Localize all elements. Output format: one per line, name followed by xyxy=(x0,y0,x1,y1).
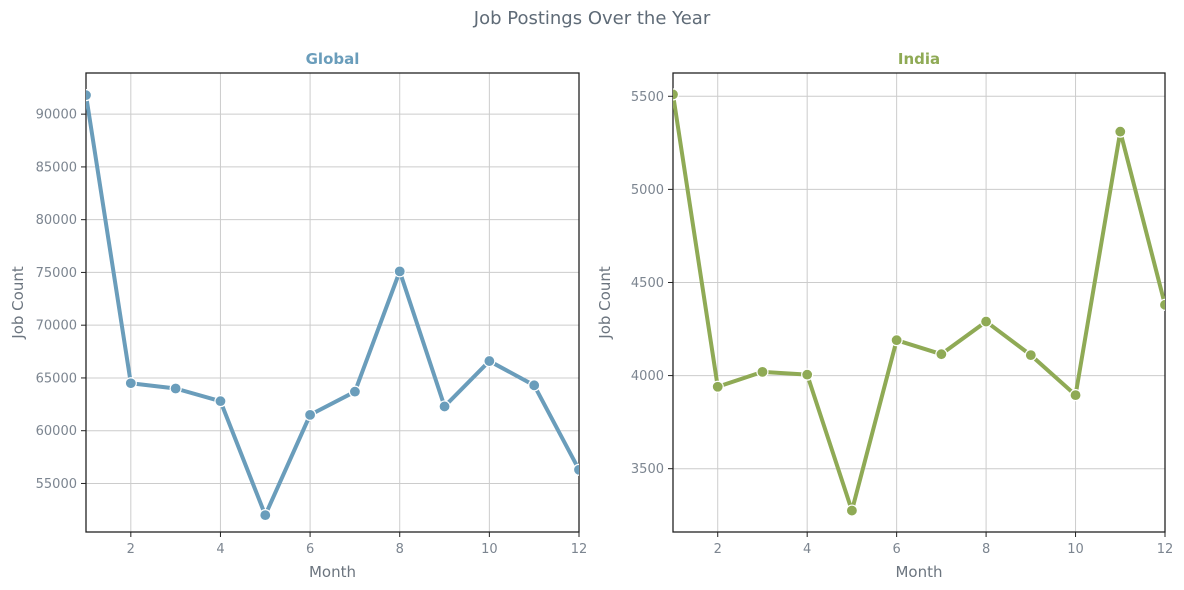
y-axis-label: Job Count xyxy=(9,266,27,340)
x-tick-label: 4 xyxy=(803,542,811,557)
x-tick-label: 12 xyxy=(571,542,588,557)
data-point xyxy=(572,463,579,476)
y-tick-label: 4500 xyxy=(631,276,664,291)
data-point xyxy=(259,509,272,522)
series-line xyxy=(673,92,1165,513)
series-line xyxy=(86,93,579,518)
y-tick-label: 75000 xyxy=(36,266,77,281)
y-tick-label: 3500 xyxy=(631,462,664,477)
data-point xyxy=(169,382,182,395)
chart-title: Global xyxy=(306,50,360,68)
data-point xyxy=(1158,298,1165,311)
y-axis-label: Job Count xyxy=(596,266,614,340)
data-point xyxy=(303,408,317,421)
gridlines xyxy=(673,73,1166,532)
figure-title: Job Postings Over the Year xyxy=(473,8,711,29)
data-point xyxy=(935,348,948,361)
x-axis-label: Month xyxy=(309,563,356,581)
x-tick-label: 10 xyxy=(1067,542,1084,557)
data-point xyxy=(1024,349,1037,362)
y-tick-label: 5000 xyxy=(631,183,664,198)
y-tick-label: 60000 xyxy=(36,424,77,439)
x-tick-label: 12 xyxy=(1157,542,1174,557)
data-point xyxy=(801,368,814,381)
x-tick-label: 8 xyxy=(396,542,404,557)
gridlines xyxy=(86,73,580,532)
data-point xyxy=(845,504,859,517)
x-tick-label: 4 xyxy=(216,542,224,557)
data-point xyxy=(348,385,362,398)
x-tick-label: 6 xyxy=(306,542,314,557)
data-point xyxy=(438,400,451,413)
data-point xyxy=(756,365,769,378)
plot-frame xyxy=(85,72,580,533)
y-tick-label: 70000 xyxy=(36,319,77,334)
data-point xyxy=(528,379,541,392)
x-tick-label: 8 xyxy=(982,542,990,557)
data-point xyxy=(483,354,496,368)
y-tick-label: 80000 xyxy=(36,213,77,228)
data-point xyxy=(124,377,137,390)
data-point xyxy=(711,380,724,393)
chart-title: India xyxy=(898,50,940,68)
chart-panel-1: 2 4 6 8 10 12 55000 60000 65000 70000 75000 80000 85… xyxy=(9,50,587,581)
x-tick-label: 2 xyxy=(714,542,722,557)
y-tick-label: 65000 xyxy=(36,371,77,386)
data-point xyxy=(393,265,406,278)
y-tick-label: 85000 xyxy=(36,160,77,175)
y-tick-label: 5500 xyxy=(631,90,664,105)
y-tick-label: 55000 xyxy=(36,477,77,492)
x-tick-label: 6 xyxy=(892,542,900,557)
data-point xyxy=(214,395,227,408)
data-point xyxy=(890,334,903,347)
plot-area xyxy=(673,88,1165,517)
data-point xyxy=(1069,389,1082,402)
y-tick-label: 90000 xyxy=(36,108,77,123)
plot-area xyxy=(86,89,579,522)
x-axis-label: Month xyxy=(895,563,942,581)
x-tick-label: 10 xyxy=(481,542,498,557)
data-point xyxy=(673,88,680,101)
data-point xyxy=(979,315,993,328)
y-tick-label: 4000 xyxy=(631,369,664,384)
x-tick-label: 2 xyxy=(127,542,135,557)
data-point xyxy=(86,89,93,102)
chart-panel-2: 2 4 6 8 10 12 3500 4000 4500 5000 5500 Month Job Cou… xyxy=(596,50,1173,581)
data-point xyxy=(1114,125,1127,138)
